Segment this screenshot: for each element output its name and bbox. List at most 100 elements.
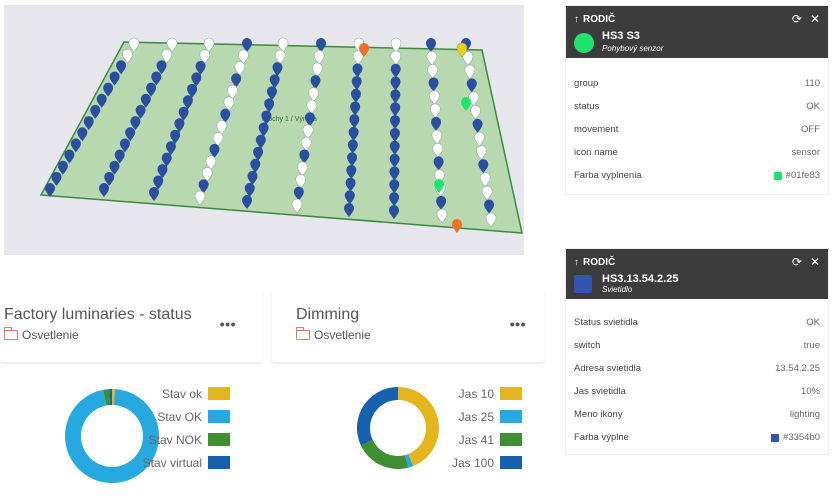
map-pin[interactable]: [308, 87, 319, 103]
map-pin[interactable]: [149, 187, 159, 201]
map-pin[interactable]: [344, 203, 354, 217]
dimming-donut-chart[interactable]: [356, 386, 440, 470]
map-pin[interactable]: [119, 138, 130, 153]
map-pin[interactable]: [389, 179, 400, 194]
map-pin[interactable]: [174, 118, 185, 133]
map-pin[interactable]: [269, 74, 280, 89]
map-pin[interactable]: [390, 89, 401, 104]
legend-item[interactable]: Stav OK: [157, 409, 230, 424]
map-pin[interactable]: [238, 49, 249, 65]
map-pin[interactable]: [390, 115, 401, 130]
map-pin[interactable]: [195, 60, 206, 75]
legend-item[interactable]: Stav virtual: [143, 455, 230, 470]
map-pin[interactable]: [390, 102, 401, 117]
floor-map[interactable]: Plochy 1 / Výroba: [4, 5, 524, 255]
map-pin[interactable]: [436, 208, 448, 224]
map-pin[interactable]: [231, 73, 242, 88]
map-pin[interactable]: [205, 155, 217, 171]
map-pin[interactable]: [390, 37, 402, 53]
map-pin[interactable]: [428, 77, 439, 92]
map-pin[interactable]: [103, 82, 114, 97]
legend-item[interactable]: Stav ok: [162, 386, 230, 401]
map-pin[interactable]: [352, 63, 363, 78]
map-pin[interactable]: [198, 179, 209, 194]
map-pin[interactable]: [57, 160, 68, 175]
map-pin[interactable]: [390, 50, 402, 66]
map-pin[interactable]: [389, 166, 400, 181]
refresh-icon[interactable]: ⟳: [791, 255, 802, 269]
map-pin[interactable]: [161, 152, 172, 167]
map-pin[interactable]: [70, 138, 81, 153]
map-pin[interactable]: [352, 50, 364, 66]
donut-slice[interactable]: [360, 439, 409, 469]
map-pin[interactable]: [350, 101, 361, 116]
map-pin[interactable]: [272, 62, 283, 77]
parent-link[interactable]: ↑ RODIČ: [574, 257, 615, 268]
legend-item[interactable]: Jas 100: [452, 455, 522, 470]
map-pin[interactable]: [242, 38, 252, 52]
map-pin[interactable]: [291, 198, 303, 214]
widget-menu-button[interactable]: •••: [219, 316, 236, 332]
map-pin[interactable]: [194, 190, 206, 206]
map-pin[interactable]: [350, 88, 361, 103]
map-pin[interactable]: [51, 171, 62, 186]
widget-menu-button[interactable]: •••: [509, 316, 526, 332]
map-pin[interactable]: [203, 37, 215, 53]
map-pin[interactable]: [310, 75, 321, 90]
map-pin[interactable]: [90, 104, 101, 119]
map-pin[interactable]: [347, 152, 358, 167]
map-pin[interactable]: [429, 90, 440, 106]
map-pin[interactable]: [140, 93, 151, 108]
map-pin[interactable]: [389, 127, 400, 142]
map-pin[interactable]: [476, 145, 487, 161]
map-pin[interactable]: [96, 93, 107, 108]
map-pin[interactable]: [242, 195, 252, 209]
map-pin[interactable]: [433, 156, 444, 171]
map-pin[interactable]: [157, 164, 168, 179]
map-pin[interactable]: [484, 199, 495, 214]
donut-slice[interactable]: [103, 389, 111, 406]
widget-folder[interactable]: Osvetlenie: [3, 327, 79, 342]
donut-slice[interactable]: [112, 389, 115, 406]
legend-item[interactable]: Stav NOK: [149, 432, 230, 447]
map-pin[interactable]: [462, 51, 474, 66]
map-pin[interactable]: [389, 153, 400, 168]
map-pin[interactable]: [359, 43, 369, 57]
map-pin[interactable]: [182, 95, 193, 110]
map-pin[interactable]: [170, 129, 181, 144]
map-pin[interactable]: [426, 50, 438, 66]
map-pin[interactable]: [156, 60, 167, 75]
map-pin[interactable]: [258, 122, 269, 137]
map-pin[interactable]: [109, 71, 120, 86]
map-pin[interactable]: [390, 76, 401, 91]
widget-folder[interactable]: Osvetlenie: [295, 327, 371, 342]
map-pin[interactable]: [247, 170, 258, 185]
map-pin[interactable]: [216, 120, 227, 135]
close-icon[interactable]: ✕: [809, 12, 820, 26]
map-pin[interactable]: [348, 126, 359, 141]
map-pin[interactable]: [347, 139, 358, 154]
map-pin[interactable]: [436, 195, 447, 210]
map-pin[interactable]: [135, 104, 146, 119]
parent-link[interactable]: ↑ RODIČ: [574, 14, 615, 25]
map-pin[interactable]: [277, 37, 289, 53]
map-pin[interactable]: [161, 48, 173, 64]
map-pin[interactable]: [472, 118, 483, 133]
map-pin[interactable]: [130, 116, 141, 131]
close-icon[interactable]: ✕: [809, 255, 820, 269]
map-pin[interactable]: [153, 175, 164, 190]
map-pin[interactable]: [470, 105, 481, 120]
map-pin[interactable]: [128, 37, 140, 53]
donut-slice[interactable]: [404, 454, 414, 468]
map-pin[interactable]: [452, 219, 462, 233]
map-pin[interactable]: [427, 64, 438, 79]
map-pin[interactable]: [122, 48, 133, 64]
map-pin[interactable]: [479, 172, 491, 188]
map-pin[interactable]: [478, 159, 489, 174]
map-pin[interactable]: [212, 131, 224, 147]
map-pin[interactable]: [345, 177, 356, 192]
map-pin[interactable]: [351, 76, 362, 91]
map-pin[interactable]: [431, 129, 443, 145]
map-pin[interactable]: [481, 185, 493, 201]
map-pin[interactable]: [264, 98, 275, 113]
